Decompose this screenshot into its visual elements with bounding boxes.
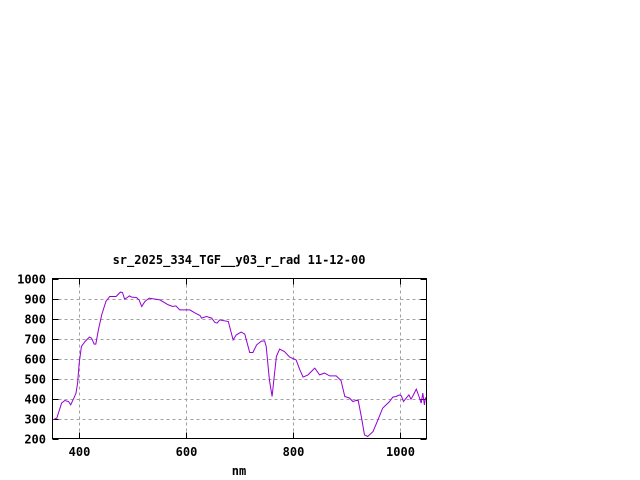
y-tick-label: 900 — [24, 293, 46, 307]
y-tick-label: 600 — [24, 353, 46, 367]
y-tick-label: 1000 — [17, 273, 46, 287]
y-axis: 200 300 400 500 600 700 800 900 1000 — [17, 273, 427, 447]
x-tick-label: 1000 — [386, 445, 415, 459]
chart-title: sr_2025_334_TGF__y03_r_rad 11-12-00 — [113, 253, 366, 268]
plot-border — [52, 278, 427, 439]
grid — [52, 278, 427, 439]
x-tick-label: 400 — [69, 445, 91, 459]
y-tick-label: 700 — [24, 333, 46, 347]
y-tick-label: 500 — [24, 373, 46, 387]
series-line — [52, 291, 427, 438]
y-tick-label: 800 — [24, 313, 46, 327]
x-axis-label: nm — [232, 464, 246, 478]
y-tick-label: 200 — [24, 433, 46, 447]
y-tick-label: 400 — [24, 393, 46, 407]
y-tick-label: 300 — [24, 413, 46, 427]
x-axis: 400 600 800 1000 — [69, 278, 415, 459]
x-tick-label: 800 — [283, 445, 305, 459]
x-tick-label: 600 — [176, 445, 198, 459]
